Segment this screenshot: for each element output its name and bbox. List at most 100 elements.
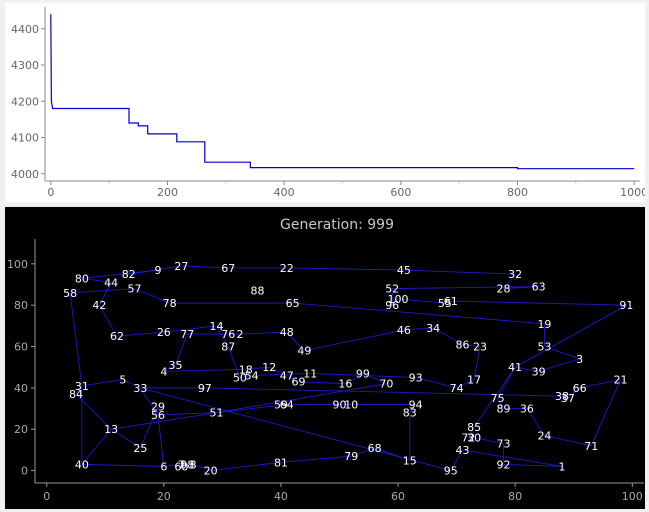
route-segment: [245, 366, 270, 370]
x-tick-label: 40: [274, 490, 288, 503]
city-label: 23: [473, 341, 487, 354]
city-label: 5: [119, 374, 126, 387]
route-segment: [456, 379, 475, 389]
city-label: 34: [426, 322, 440, 335]
city-label: 47: [280, 369, 294, 382]
route-segment: [204, 387, 563, 397]
route-segment: [210, 461, 281, 472]
y-tick-label: 4300: [11, 59, 39, 72]
route-chart-panel: Generation: 999 0 20 40 60 80 100 0 20 40 60 80 100 1…: [5, 207, 645, 509]
route-segment: [362, 372, 387, 385]
route-segment: [403, 327, 434, 331]
route-segment: [392, 286, 539, 290]
route-segment: [497, 397, 504, 409]
y-tick-label: 4100: [11, 132, 39, 145]
route-segment: [69, 292, 83, 386]
city-label: 54: [245, 369, 259, 382]
route-segment: [590, 379, 621, 446]
city-label: 3: [576, 353, 583, 366]
y-tick-label: 4200: [11, 95, 39, 108]
city-label: 41: [508, 361, 522, 374]
city-label: 55: [438, 297, 452, 310]
route-segment: [515, 366, 539, 372]
route-segment: [116, 331, 164, 337]
route-segment: [497, 366, 516, 399]
route-segment: [134, 288, 170, 304]
city-label: 91: [619, 299, 633, 312]
city-label: 24: [537, 429, 551, 442]
city-label: 89: [496, 403, 510, 416]
city-label: 6: [160, 460, 167, 473]
city-label: 40: [75, 458, 89, 471]
city-label: 81: [274, 456, 288, 469]
route-segment: [579, 379, 621, 389]
route-segment: [181, 463, 188, 467]
city-label: 10: [344, 398, 358, 411]
route-segment: [450, 300, 627, 306]
city-label: 39: [532, 365, 546, 378]
route-segment: [110, 428, 141, 449]
route-segment: [181, 265, 229, 269]
route-segment: [415, 377, 457, 389]
route-segment: [503, 273, 516, 289]
city-label: 14: [210, 320, 224, 333]
route-segment: [157, 412, 217, 416]
city-label: 38: [555, 390, 569, 403]
city-label: 18: [239, 363, 253, 376]
city-label: 96: [385, 299, 399, 312]
y-tick-label: 20: [14, 423, 28, 436]
route-segment: [128, 265, 182, 275]
route-segment: [462, 344, 481, 347]
city-label: 13: [104, 423, 118, 436]
route-segment: [251, 372, 311, 376]
route-segment: [544, 435, 592, 447]
route-segment: [286, 375, 299, 383]
city-label: 37: [561, 392, 575, 405]
city-label: 7: [178, 458, 185, 471]
city-label: 68: [368, 442, 382, 455]
route-segment: [140, 387, 451, 472]
route-segment: [474, 437, 504, 445]
route-segment: [462, 449, 563, 467]
city-label: 63: [532, 281, 546, 294]
y-tick-label: 100: [7, 258, 28, 271]
route-segment: [81, 277, 112, 283]
city-label: 58: [63, 287, 77, 300]
route-segment: [473, 346, 481, 380]
route-segment: [81, 463, 164, 467]
route-segment: [122, 379, 141, 389]
city-label: 25: [133, 442, 147, 455]
city-label: 28: [496, 283, 510, 296]
route-segment: [111, 412, 217, 430]
city-label: 15: [403, 454, 417, 467]
city-label: 80: [75, 272, 89, 285]
city-label: 67: [221, 262, 235, 275]
x-tick-label: 600: [390, 186, 411, 199]
city-label: 76: [221, 328, 235, 341]
city-label: 75: [491, 392, 505, 405]
city-label: 87: [221, 341, 235, 354]
city-label: 90: [333, 398, 347, 411]
route-segment: [163, 325, 217, 333]
y-tick-label: 4000: [11, 168, 39, 181]
route-segment: [544, 346, 580, 360]
city-label: 59: [274, 398, 288, 411]
fitness-chart: 4000 4100 4200 4300 4400 0 200 400 600 800 1000: [11, 7, 645, 199]
city-label: 19: [537, 318, 551, 331]
city-label: 66: [573, 382, 587, 395]
route-segment: [163, 368, 246, 372]
route-segment: [538, 358, 580, 372]
city-label: 88: [251, 285, 265, 298]
city-label: 69: [292, 376, 306, 389]
route-chart: Generation: 999 0 20 40 60 80 100 0 20 40 60 80 100 1…: [7, 217, 644, 503]
city-label: 2: [236, 328, 243, 341]
city-label: 82: [122, 268, 136, 281]
route-segment: [216, 383, 387, 414]
city-label: 93: [409, 372, 423, 385]
x-tick-label: 0: [47, 186, 54, 199]
city-label: 72: [461, 432, 475, 445]
route-segment: [503, 463, 563, 467]
city-label: 62: [110, 330, 124, 343]
route-segment: [227, 346, 241, 378]
route-segment: [391, 298, 399, 306]
